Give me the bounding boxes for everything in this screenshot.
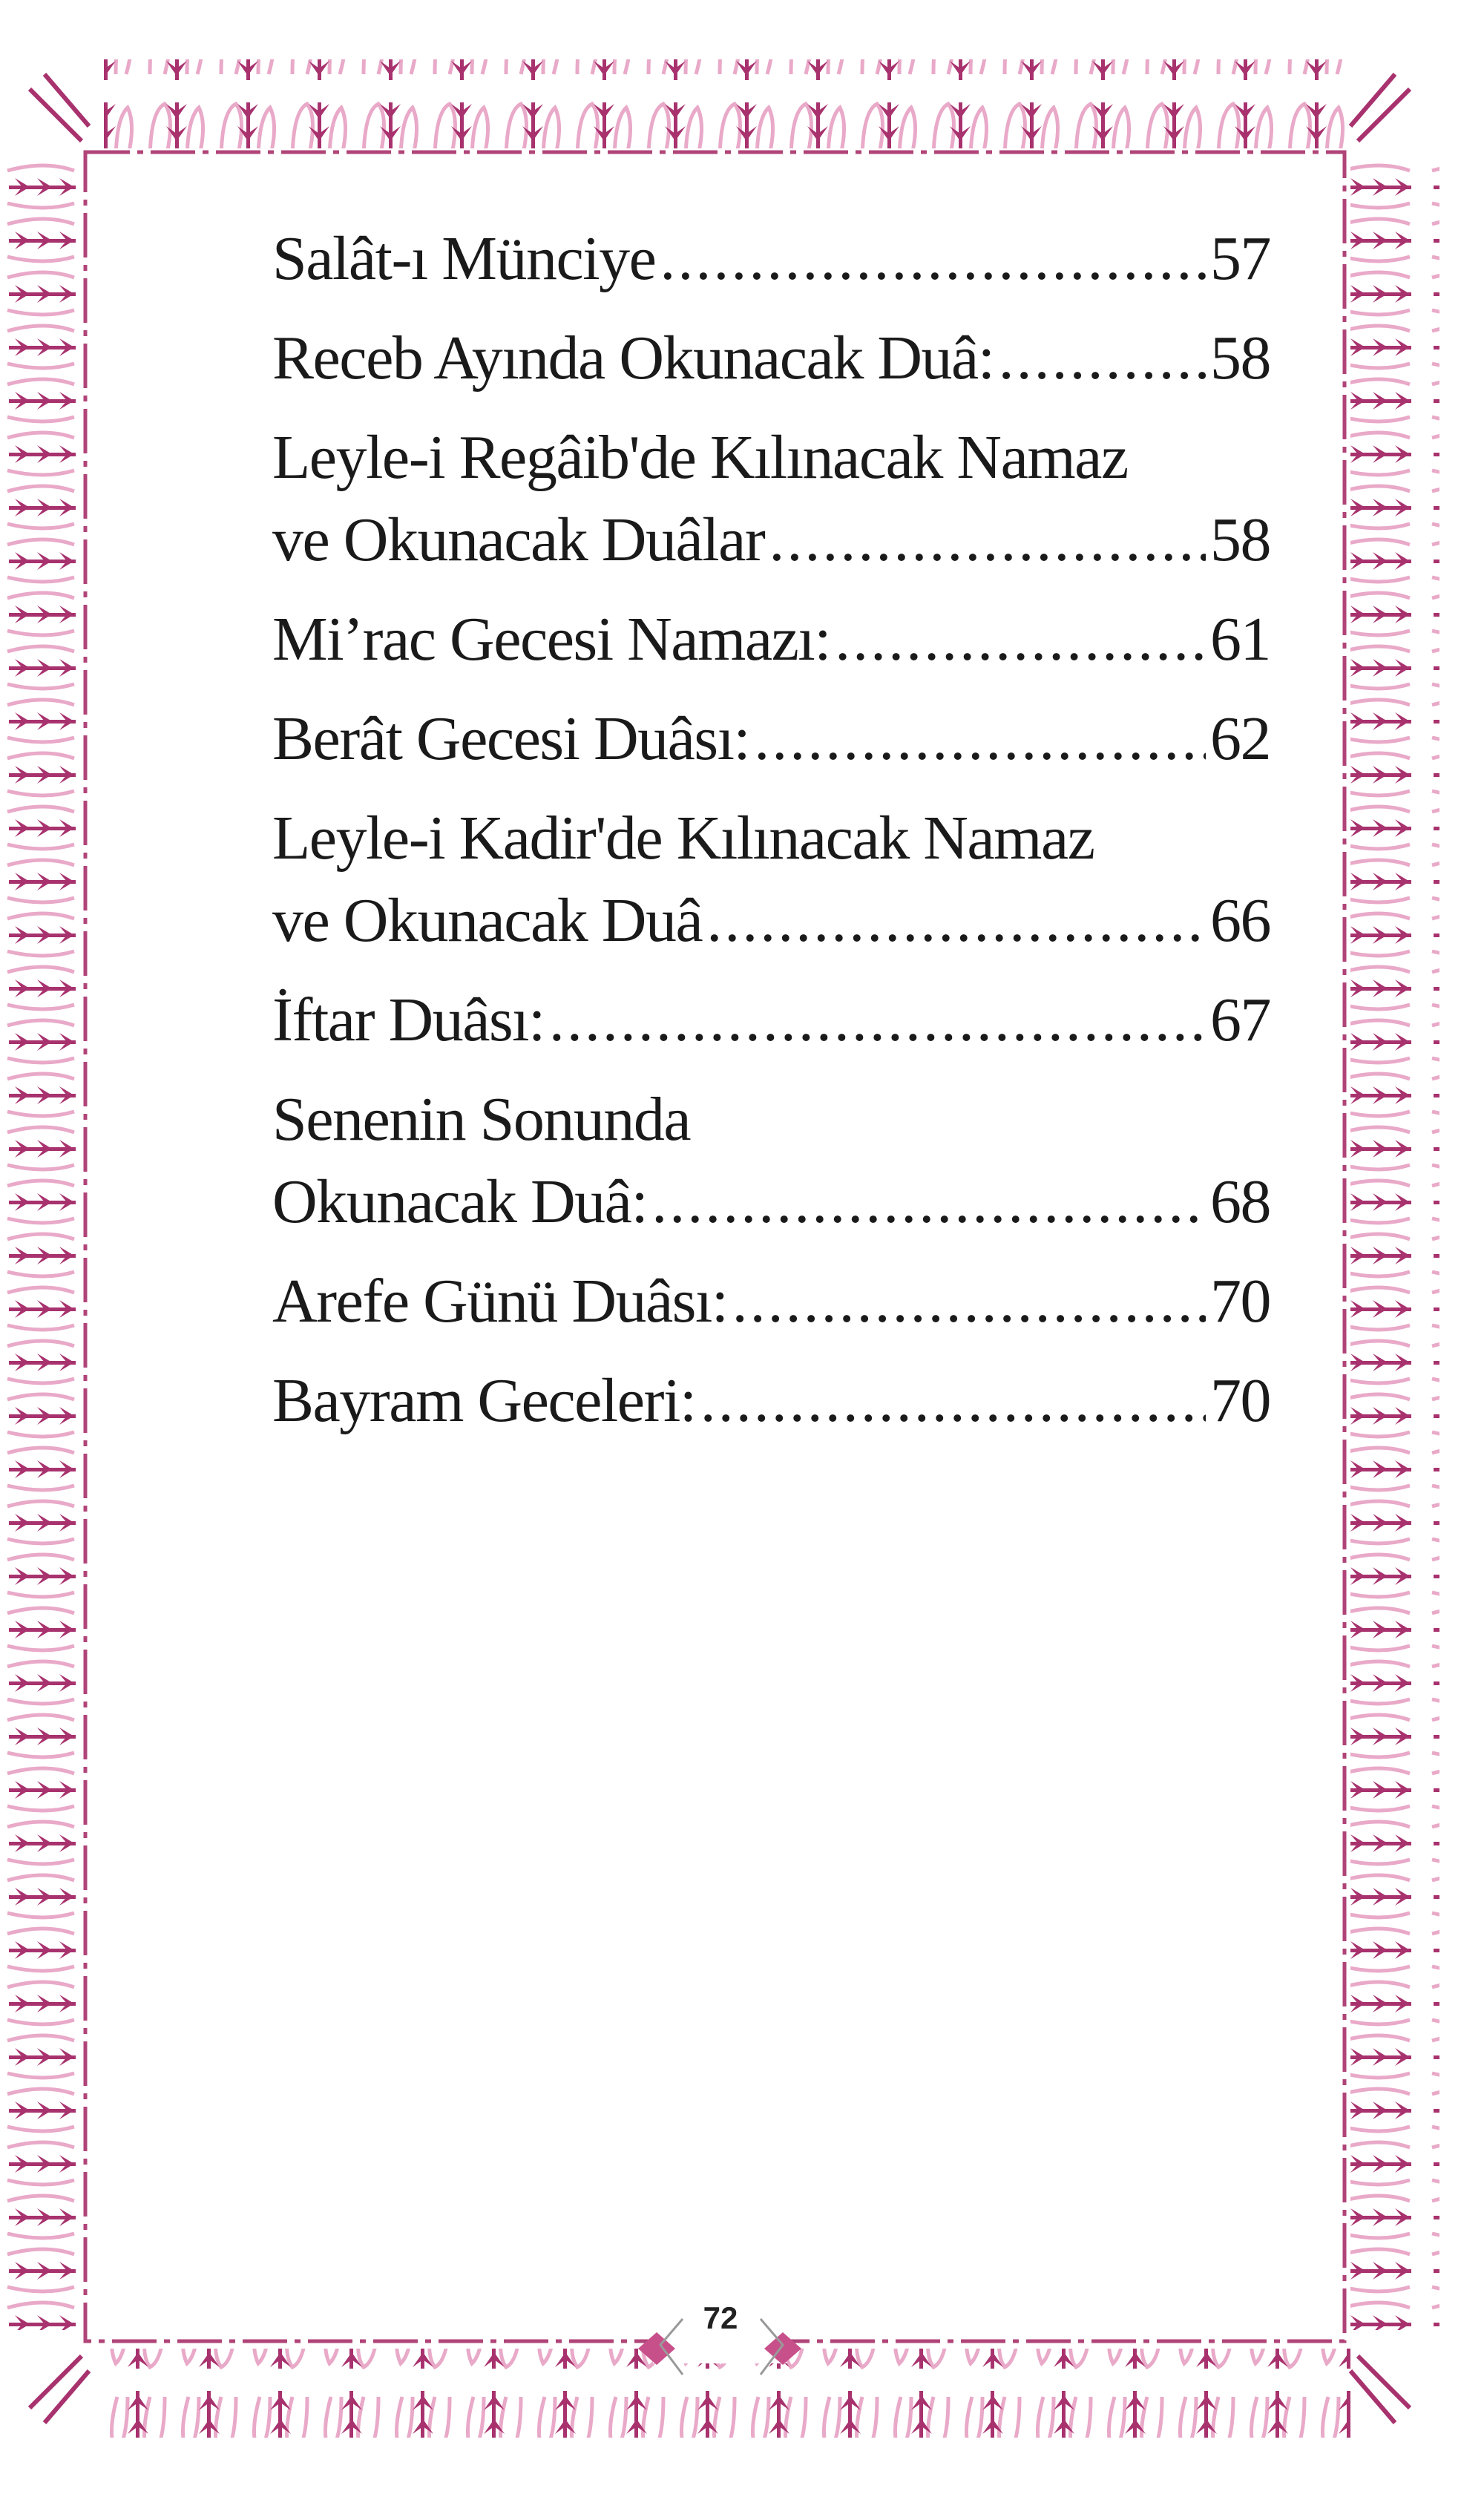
toc-entry-title: ve Okunacak Duâ [272, 886, 703, 955]
toc-entry-page: 61 [1210, 605, 1272, 674]
toc-entry-line: ve Okunacak Duâ.........................… [272, 885, 1272, 959]
dot-leader: ........................................… [700, 1366, 1206, 1435]
toc-entry-page: 62 [1210, 704, 1272, 773]
toc-entry-line: ve Okunacak Duâlar......................… [272, 504, 1272, 578]
toc-entry-title: ve Okunacak Duâlar [272, 505, 766, 574]
toc-entry-line: Mi’rac Gecesi Namazı:...................… [272, 603, 1272, 677]
toc-entry-page: 67 [1210, 985, 1272, 1054]
dot-leader: ........................................… [548, 985, 1206, 1054]
toc-entry-title: Arefe Günü Duâsı: [272, 1267, 729, 1336]
toc-entry-title: Berât Gecesi Duâsı: [272, 704, 751, 773]
toc-entry-line: Senenin Sonunda [272, 1083, 1270, 1158]
page-number: 72 [703, 2300, 738, 2335]
toc-entry-page: 66 [1210, 886, 1272, 955]
toc-entry-line: Receb Ayında Okunacak Duâ:..............… [272, 322, 1272, 396]
toc-entry-title: Leyle-i Regâib'de Kılınacak Namaz [272, 423, 1129, 492]
toc-entry-line: İftar Duâsı:............................… [272, 984, 1272, 1058]
toc-entry-title: Senenin Sonunda [272, 1085, 692, 1154]
toc-entry-line: Salât-ı Münciye.........................… [272, 223, 1272, 297]
dot-leader: ........................................… [769, 505, 1206, 574]
toc-entry-title: Leyle-i Kadir'de Kılınacak Namaz [272, 804, 1095, 873]
toc-entry-line: Bayram Geceleri:........................… [272, 1365, 1272, 1439]
toc-entry-title: Okunacak Duâ: [272, 1167, 649, 1236]
toc-entry-title: Receb Ayında Okunacak Duâ: [272, 324, 995, 393]
toc-entry-page: 70 [1210, 1366, 1272, 1435]
dot-leader: ........................................… [660, 224, 1206, 293]
dot-leader: ........................................… [835, 605, 1206, 674]
dot-leader: ........................................… [732, 1267, 1206, 1336]
toc-entry-title: Bayram Geceleri: [272, 1366, 697, 1435]
dot-leader: ........................................… [706, 886, 1206, 955]
toc-entry-title: Salât-ı Münciye [272, 224, 657, 293]
toc-entry-line: Leyle-i Regâib'de Kılınacak Namaz [272, 421, 1270, 496]
toc-entry-page: 68 [1210, 1167, 1272, 1236]
toc-entry-line: Okunacak Duâ:...........................… [272, 1166, 1272, 1240]
toc-entry-page: 70 [1210, 1267, 1272, 1336]
toc-entry-page: 58 [1210, 505, 1272, 574]
toc-entry-page: 58 [1210, 324, 1272, 393]
toc-entry-title: Mi’rac Gecesi Namazı: [272, 605, 832, 674]
toc-entry-line: Leyle-i Kadir'de Kılınacak Namaz [272, 802, 1270, 876]
toc-entry-page: 57 [1210, 224, 1272, 293]
toc-entry-title: İftar Duâsı: [272, 985, 545, 1054]
dot-leader: ........................................… [754, 704, 1206, 773]
toc-entry-line: Arefe Günü Duâsı:.......................… [272, 1265, 1272, 1339]
dot-leader: ........................................… [651, 1167, 1206, 1236]
dot-leader: ........................................… [998, 324, 1206, 393]
toc-entry-line: Berât Gecesi Duâsı:.....................… [272, 703, 1272, 777]
